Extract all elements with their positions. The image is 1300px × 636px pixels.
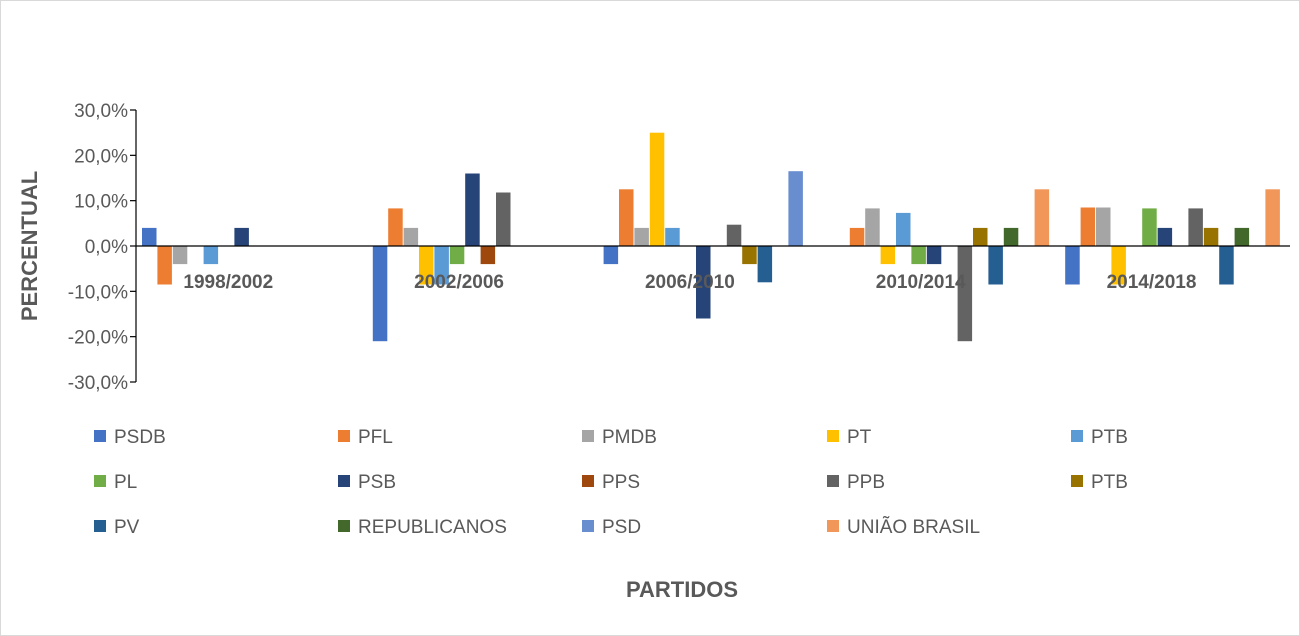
x-axis-title: PARTIDOS <box>626 577 738 602</box>
bar <box>742 246 757 265</box>
bar <box>757 246 773 283</box>
bar <box>849 227 865 246</box>
legend-label: PL <box>114 472 137 493</box>
bar <box>434 246 449 285</box>
bar <box>172 246 188 265</box>
bar <box>142 227 157 246</box>
legend-label: PTB <box>1091 427 1128 448</box>
bar <box>634 227 649 246</box>
category-label-group: 1998/2002 2002/2006 2006/2010 2010/2014 2014… <box>183 272 1196 293</box>
bar <box>419 246 434 285</box>
legend-swatch <box>1071 430 1083 442</box>
y-tick-group: 30,0% 20,0% 10,0% 0,0% -10,0% -20,0% -30,0% <box>68 101 136 394</box>
legend-label: UNIÃO BRASIL <box>847 516 980 538</box>
bar <box>157 246 172 285</box>
bar <box>403 227 419 246</box>
legend-label: PTB <box>1091 472 1128 493</box>
legend-swatch <box>94 430 106 442</box>
bar <box>973 227 988 246</box>
bar <box>788 171 803 246</box>
legend: PSDB PFL PMDB PT PTB PL PSB PPS PPB PTB PV REPUBLIC… <box>94 427 1128 538</box>
legend-label: PSD <box>602 517 641 538</box>
bar <box>1265 189 1280 246</box>
legend-label: PFL <box>358 427 393 448</box>
category-label: 2002/2006 <box>414 272 504 293</box>
bar <box>1034 189 1050 246</box>
legend-swatch <box>827 475 839 487</box>
bar <box>726 224 742 246</box>
legend-label: PT <box>847 427 872 448</box>
legend-swatch <box>582 520 594 532</box>
legend-label: PPB <box>847 472 885 493</box>
legend-swatch <box>1071 475 1083 487</box>
bar <box>465 173 480 246</box>
legend-swatch <box>827 430 839 442</box>
bar <box>480 246 496 265</box>
bar <box>372 246 388 342</box>
legend-swatch <box>338 520 350 532</box>
legend-swatch <box>582 430 594 442</box>
bar <box>619 189 634 246</box>
legend-swatch <box>94 475 106 487</box>
bar <box>880 246 896 265</box>
bar <box>865 208 880 246</box>
bar <box>1234 227 1250 246</box>
bar <box>926 246 942 265</box>
legend-swatch <box>338 475 350 487</box>
legend-swatch <box>338 430 350 442</box>
legend-swatch <box>582 475 594 487</box>
bar <box>1111 246 1126 285</box>
y-tick-label: 0,0% <box>85 237 128 258</box>
y-tick-label: -10,0% <box>68 282 128 303</box>
legend-label: PMDB <box>602 427 657 448</box>
legend-swatch <box>827 520 839 532</box>
bar-group <box>142 132 1280 342</box>
legend-swatch <box>94 520 106 532</box>
bar <box>911 246 926 265</box>
legend-label: PSB <box>358 472 396 493</box>
legend-label: PV <box>114 517 140 538</box>
legend-label: PPS <box>602 472 640 493</box>
bar <box>234 227 249 246</box>
y-tick-label: 30,0% <box>74 101 128 122</box>
bar <box>203 246 219 265</box>
category-label: 2014/2018 <box>1107 272 1197 293</box>
bar <box>649 132 665 246</box>
y-tick-label: 20,0% <box>74 146 128 167</box>
y-tick-label: -30,0% <box>68 373 128 394</box>
bar <box>1157 227 1173 246</box>
bar <box>603 246 619 265</box>
bar <box>1065 246 1080 285</box>
category-label: 1998/2002 <box>183 272 273 293</box>
bar <box>665 227 680 246</box>
y-axis-title: PERCENTUAL <box>17 171 42 321</box>
y-tick-label: 10,0% <box>74 192 128 213</box>
bar <box>1188 208 1203 246</box>
category-label: 2010/2014 <box>876 272 966 293</box>
bar <box>1203 227 1219 246</box>
bar <box>449 246 465 265</box>
bar <box>1142 208 1157 246</box>
legend-label: REPUBLICANOS <box>358 517 507 538</box>
y-tick-label: -20,0% <box>68 328 128 349</box>
bar <box>1219 246 1234 285</box>
bar <box>388 208 403 246</box>
bar <box>696 246 711 319</box>
bar <box>957 246 973 342</box>
bar <box>896 212 911 246</box>
legend-label: PSDB <box>114 427 166 448</box>
category-label: 2006/2010 <box>645 272 735 293</box>
bar <box>1003 227 1019 246</box>
bar <box>1080 207 1096 246</box>
bar <box>988 246 1003 285</box>
bar <box>1096 207 1111 246</box>
bar <box>496 192 511 246</box>
